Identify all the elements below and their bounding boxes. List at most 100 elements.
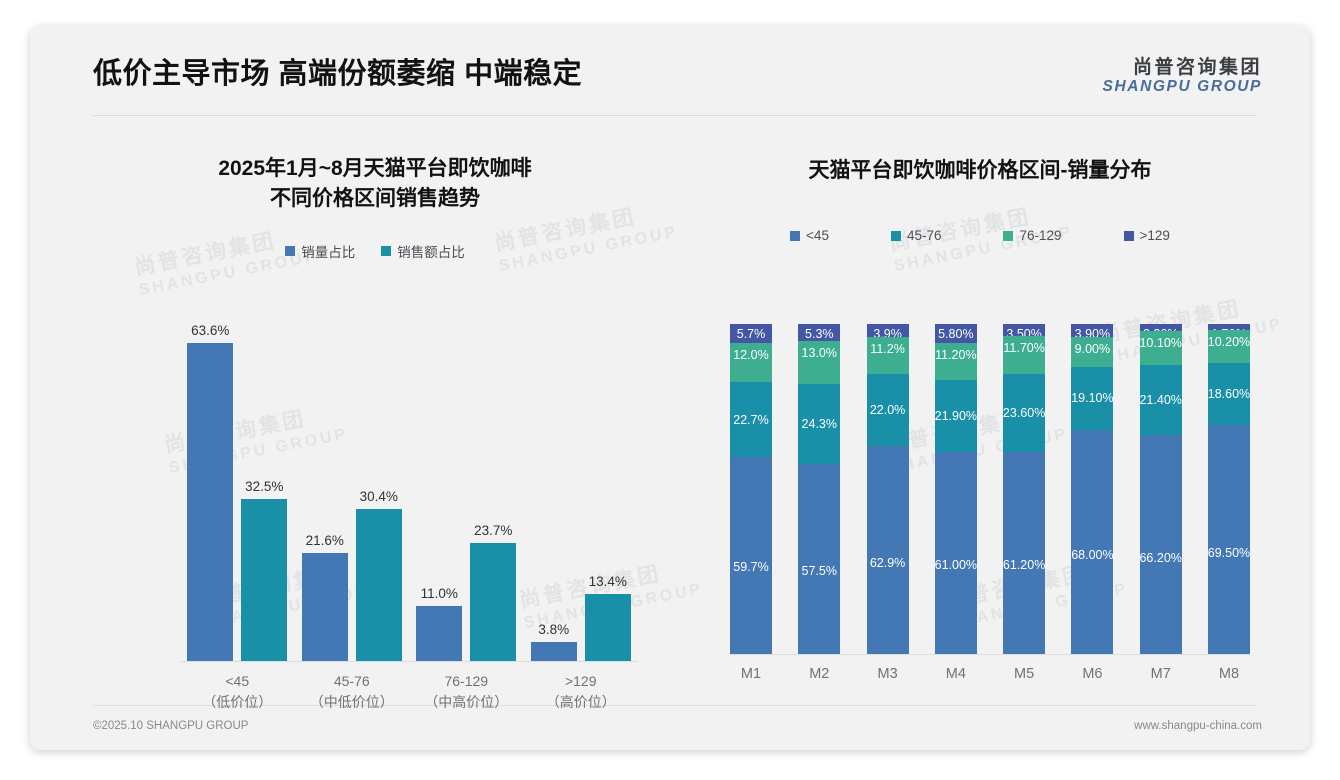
stacked-bar-M1[interactable]: 5.7% 12.0% 22.7% 59.7% [730,324,772,655]
grouped-bar-plot-area: 63.6% 32.5% 21.6% 30.4% 11.0% 23.7% 3.8% 13.4% [180,311,638,661]
legend-swatch-icon [890,230,901,241]
category-label->129: >129 （高价位） [525,671,637,713]
legend-item-销量占比[interactable]: 销量占比 [285,241,355,261]
stack-segment-76-129: 13.0% [798,341,841,385]
legend-item-76-129[interactable]: 76-129 [1003,228,1062,244]
stacked-bar-M3[interactable]: 3.9% 11.2% 22.0% 62.9% [866,324,909,654]
stack-segment-45-76: 22.7% [730,382,772,458]
bar-销量占比-45-76[interactable]: 21.6% [301,311,348,661]
stack-segment-45-76: 18.60% [1208,363,1250,425]
stack-segment-45-76: 21.90% [935,380,977,453]
logo-english-text: SHANGPU GROUP [1102,77,1262,95]
stack-segment-<45: 66.20% [1139,435,1182,654]
stack-segment-45-76: 23.60% [1002,374,1046,453]
bar-group-<45: 63.6% 32.5% [187,311,288,661]
legend-label: 销量占比 [301,244,356,260]
stacked-bar-M5[interactable]: 3.50% 11.70% 23.60% 61.20% [1003,324,1045,654]
stack-segment-<45: 59.7% [730,457,772,655]
stack-segment-<45: 61.00% [935,452,977,654]
bar-rect: 23.7% [470,523,517,661]
stack-value-label: 10.10% [1139,336,1182,351]
bar-rect: 21.6% [301,533,348,661]
stack-segment->129: 5.7% [730,324,772,343]
stack-segment-76-129: 11.70% [1003,335,1046,375]
left-chart-title-line2: 不同价格区间销售趋势 [270,187,480,211]
stack-value-label: 24.3% [801,417,837,432]
stacked-bar-M6[interactable]: 3.90% 9.00% 19.10% 68.00% [1071,324,1114,654]
stack-segment-<45: 62.9% [866,446,909,654]
category-label-range: <45 [225,673,250,689]
slide-canvas: 尚普咨询集团 SHANGPU GROUP 尚普咨询集团 SHANGPU GROU… [30,26,1310,750]
stack-segment-76-129: 9.00% [1071,336,1114,367]
bar-rect: 63.6% [187,323,234,661]
stack-segment-45-76: 21.40% [1139,364,1182,436]
category-label-tier: （高价位） [545,694,616,710]
bar-销售额占比->129[interactable]: 13.4% [584,311,631,661]
bar-rect: 13.4% [584,574,631,661]
page-title: 低价主导市场 高端份额萎缩 中端稳定 [93,58,583,90]
stack-value-label: 59.7% [733,560,769,575]
stacked-bar-M2[interactable]: 5.3% 13.0% 24.3% 57.5% [798,324,841,654]
stack-segment-76-129: 11.2% [866,336,909,374]
footer-copyright: ©2025.10 SHANGPU GROUP [93,720,249,732]
stack-value-label: 62.9% [869,555,906,570]
stacked-bar-plot-area: 5.7% 12.0% 22.7% 59.7% 5.3% 13.0% 24.3% 57.5% 3.… [730,324,1250,655]
bar-rect: 3.8% [530,622,577,661]
stacked-bar-M4[interactable]: 5.80% 11.20% 21.90% 61.00% [935,324,977,654]
legend-item-销售额占比[interactable]: 销售额占比 [381,241,465,261]
right-chart-title: 天猫平台即饮咖啡价格区间-销量分布 [808,159,1152,182]
legend-item-<45[interactable]: <45 [790,228,829,243]
stack-value-label: 21.40% [1139,392,1182,407]
stack-value-label: 5.3% [805,327,834,341]
stack-value-label: 5.80% [938,327,974,341]
bar-销售额占比-<45[interactable]: 32.5% [241,311,288,661]
bar-销售额占比-76-129[interactable]: 23.7% [470,311,517,661]
stack-segment-<45: 68.00% [1071,429,1114,654]
stack-segment-45-76: 24.3% [798,384,841,465]
month-label-M6: M6 [1082,666,1103,682]
header-divider [93,115,1257,116]
grouped-chart-category-labels: <45 （低价位） 45-76 （中低价位） 76-129 （中高价位） >129 （高价位） [180,671,638,713]
legend-swatch-icon [1123,230,1134,241]
month-label-M5: M5 [1014,666,1035,682]
bar-group->129: 3.8% 13.4% [530,311,631,661]
left-chart-title: 2025年1月~8月天猫平台即饮咖啡 不同价格区间销售趋势 [70,154,680,215]
category-label-tier: （中低价位） [309,694,394,710]
bar-value-label: 3.8% [538,622,570,637]
legend-swatch-icon [381,245,392,256]
stack-value-label: 22.7% [733,412,769,427]
right-chart-panel: 天猫平台即饮咖啡价格区间-销量分布 <45 45-76 76-129 >129 5.7… [680,126,1280,716]
legend-label: 76-129 [1019,228,1062,244]
stack-value-label: 11.20% [935,348,977,363]
legend-swatch-icon [285,245,296,256]
stack-segment->129: 3.50% [1003,324,1046,340]
stack-value-label: 11.70% [1003,340,1045,355]
month-label-M8: M8 [1218,666,1240,682]
stack-value-label: 10.20% [1207,334,1251,349]
legend-label: <45 [806,228,829,244]
stack-segment-45-76: 19.10% [1071,366,1114,430]
logo-chinese-text: 尚普咨询集团 [1132,57,1262,78]
stack-segment-<45: 69.50% [1208,424,1250,654]
legend-item-45-76[interactable]: 45-76 [890,228,941,243]
stacked-bar-M7[interactable]: 2.20%10.10% 21.40% 66.20% [1139,324,1182,654]
bar-销量占比-76-129[interactable]: 11.0% [416,311,463,661]
bar-group-76-129: 11.0% 23.7% [416,311,517,661]
stack-value-label: 12.0% [733,347,769,362]
month-label-M2: M2 [809,666,830,682]
bar-销售额占比-45-76[interactable]: 30.4% [355,311,402,661]
right-chart-legend: <45 45-76 76-129 >129 [680,228,1280,243]
stack-value-label: 57.5% [801,563,837,578]
stack-value-label: 13.0% [801,346,837,361]
bar-销量占比->129[interactable]: 3.8% [530,311,577,661]
legend-item->129[interactable]: >129 [1123,228,1170,243]
stacked-bar-M8[interactable]: 1.70%10.20%18.60%69.50% [1208,324,1250,654]
stack-value-label: 11.2% [870,341,905,356]
bar-销量占比-<45[interactable]: 63.6% [187,311,234,661]
category-label-tier: （中高价位） [424,694,509,710]
stack-segment-<45: 57.5% [798,464,841,654]
stack-segment-<45: 61.20% [1003,452,1045,654]
stack-value-label: 23.60% [1002,405,1046,420]
category-label-range: 76-129 [444,673,489,689]
stack-segment-45-76: 22.0% [866,373,909,447]
